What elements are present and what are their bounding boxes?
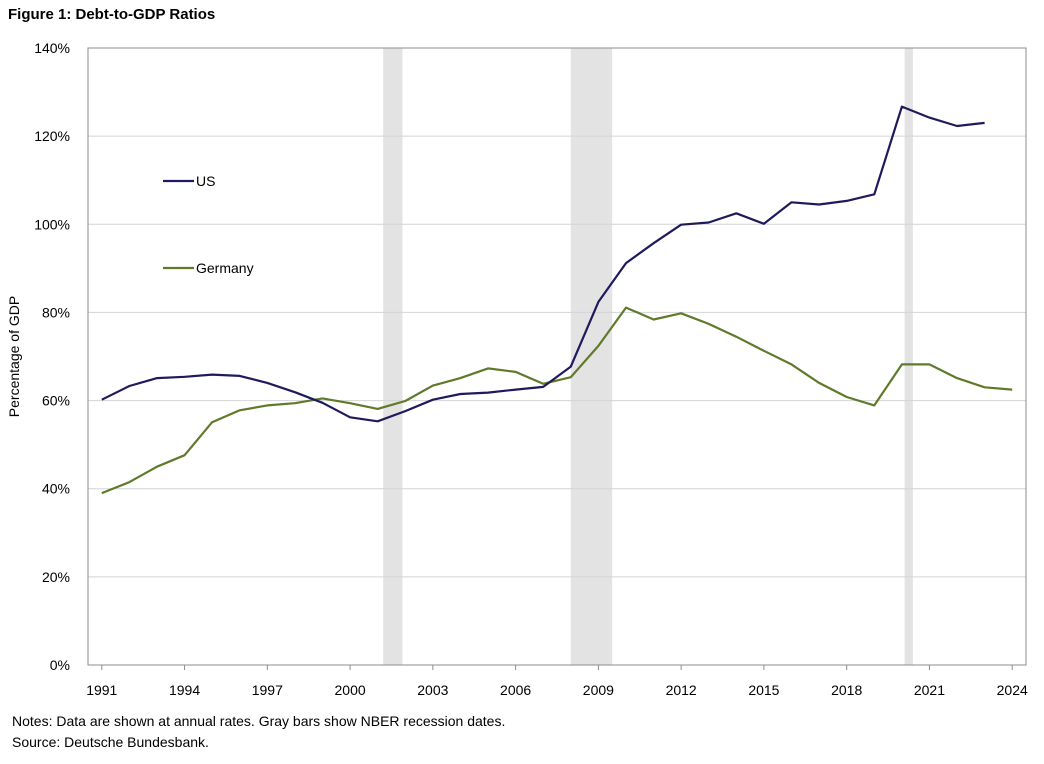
recession-bar	[570, 48, 613, 665]
y-tick-label: 100%	[34, 216, 70, 232]
x-tick-label: 1994	[169, 682, 200, 698]
y-tick-label: 120%	[34, 128, 70, 144]
legend-label-germany: Germany	[196, 260, 254, 276]
y-tick-label: 40%	[42, 481, 70, 497]
x-tick-label: 2000	[335, 682, 366, 698]
y-tick-label: 80%	[42, 304, 70, 320]
y-tick-label: 60%	[42, 393, 70, 409]
x-tick-label: 2009	[583, 682, 614, 698]
recession-bar	[383, 48, 403, 665]
recession-bar	[904, 48, 913, 665]
y-tick-label: 140%	[34, 40, 70, 56]
x-tick-label: 2003	[417, 682, 448, 698]
notes-text: Notes: Data are shown at annual rates. G…	[12, 713, 506, 729]
source-text: Source: Deutsche Bundesbank.	[12, 734, 209, 750]
x-tick-label: 2015	[748, 682, 779, 698]
y-axis-label: Percentage of GDP	[6, 296, 22, 417]
x-tick-label: 1991	[86, 682, 117, 698]
figure-title: Figure 1: Debt-to-GDP Ratios	[8, 6, 216, 23]
series-line-us	[101, 105, 985, 423]
x-tick-label: 2012	[666, 682, 697, 698]
x-tick-label: 2006	[500, 682, 531, 698]
x-tick-label: 2021	[914, 682, 945, 698]
series-line-germany	[101, 306, 1013, 495]
legend-label-us: US	[196, 173, 215, 189]
x-tick-label: 2024	[997, 682, 1028, 698]
plot-border	[87, 47, 1027, 666]
x-tick-label: 2018	[831, 682, 862, 698]
y-tick-label: 0%	[50, 657, 70, 673]
x-tick-label: 1997	[252, 682, 283, 698]
notes-block: Notes: Data are shown at annual rates. G…	[12, 711, 505, 753]
y-tick-label: 20%	[42, 569, 70, 585]
